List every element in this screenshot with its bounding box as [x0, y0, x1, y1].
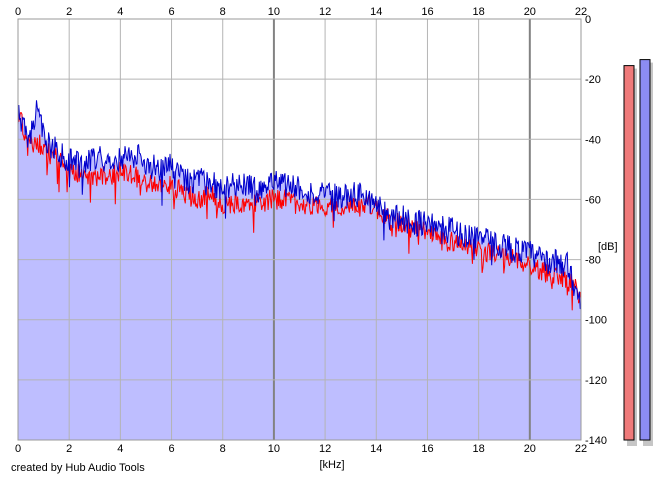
y-tick-label: -20: [585, 74, 601, 86]
x-tick-label: 2: [66, 6, 72, 18]
x-tick-label: 14: [370, 443, 382, 455]
credit-text: created by Hub Audio Tools: [11, 462, 145, 474]
x-tick-label: 12: [319, 443, 331, 455]
x-tick-label: 22: [575, 6, 587, 18]
x-axis-label: [kHz]: [319, 459, 344, 471]
y-tick-labels: 0 -20 -40 -60 -80 -100 -120 -140: [585, 14, 607, 447]
x-tick-label: 16: [421, 443, 433, 455]
x-tick-label: 16: [421, 6, 433, 18]
y-axis-label: [dB]: [598, 241, 618, 253]
y-tick-label: -80: [585, 255, 601, 267]
x-tick-label: 4: [117, 6, 123, 18]
y-tick-label: 0: [585, 14, 591, 26]
x-tick-label: 10: [268, 443, 280, 455]
x-tick-label: 14: [370, 6, 382, 18]
x-tick-label: 4: [117, 443, 123, 455]
y-tick-label: -60: [585, 194, 601, 206]
x-tick-label: 18: [473, 443, 485, 455]
x-tick-labels-top: 0 2 4 6 8 10 12 14 16 18 20 22: [15, 6, 587, 18]
meter-left-bar: [623, 65, 635, 441]
x-tick-label: 0: [15, 443, 21, 455]
x-tick-label: 12: [319, 6, 331, 18]
y-tick-label: -140: [585, 435, 607, 447]
x-tick-label: 2: [66, 443, 72, 455]
x-tick-label: 0: [15, 6, 21, 18]
x-tick-label: 22: [575, 443, 587, 455]
x-tick-label: 8: [220, 6, 226, 18]
y-tick-label: -100: [585, 315, 607, 327]
x-tick-label: 10: [268, 6, 280, 18]
meter-right-bar: [639, 59, 651, 441]
series-left-line: [17, 109, 582, 311]
y-tick-label: -120: [585, 375, 607, 387]
series-right-line: [17, 100, 582, 310]
y-tick-label: -40: [585, 134, 601, 146]
x-tick-label: 6: [168, 6, 174, 18]
x-tick-labels-bottom: 0 2 4 6 8 10 12 14 16 18 20 22: [15, 443, 587, 455]
x-tick-label: 18: [473, 6, 485, 18]
level-meters: [623, 59, 653, 446]
plot-frame: [17, 18, 582, 441]
x-tick-label: 8: [220, 443, 226, 455]
x-tick-label: 20: [524, 443, 536, 455]
x-tick-label: 20: [524, 6, 536, 18]
x-tick-label: 6: [168, 443, 174, 455]
